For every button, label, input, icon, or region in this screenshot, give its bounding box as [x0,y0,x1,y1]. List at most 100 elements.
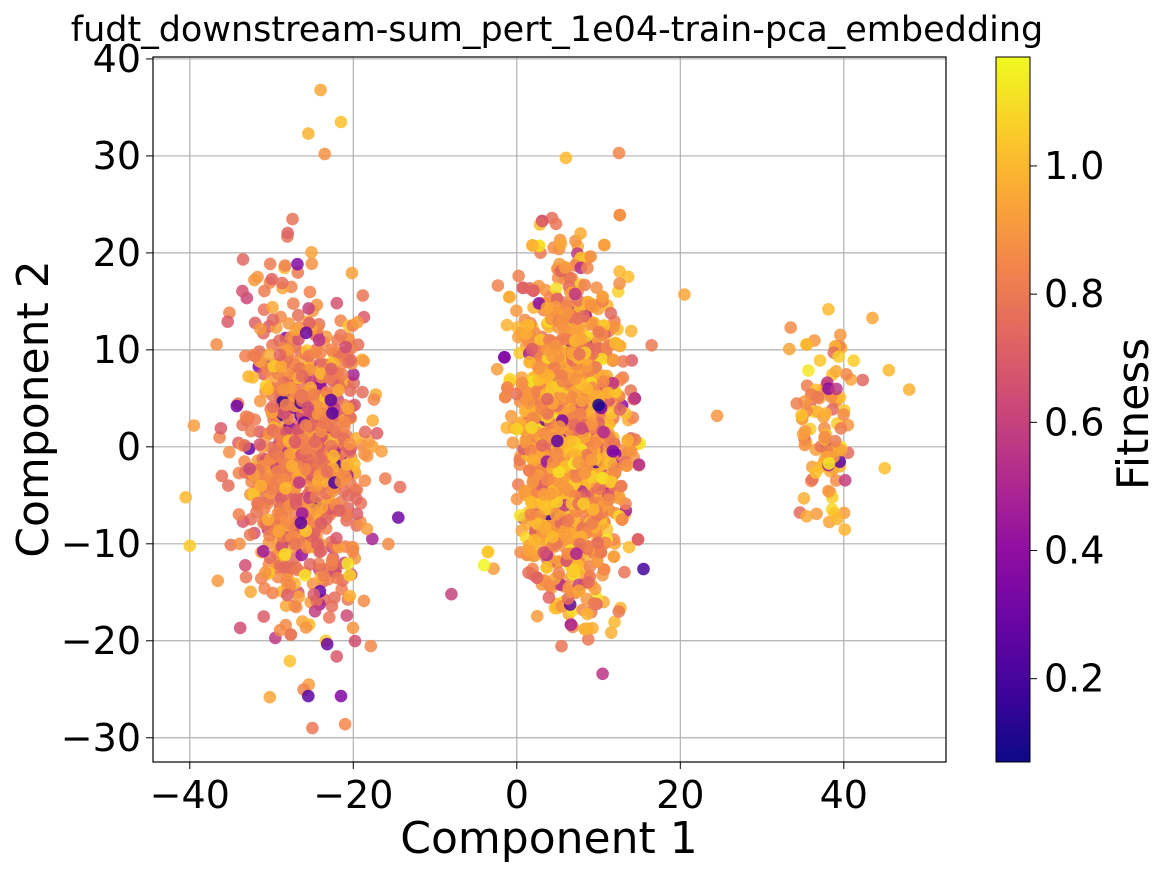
scatter-point [283,578,297,592]
scatter-point [282,317,296,330]
scatter-point [243,528,257,542]
scatter-point [328,591,341,604]
scatter-point [358,425,372,439]
scatter-point [346,621,360,635]
scatter-point [342,402,355,415]
scatter-point [246,371,260,384]
scatter-point [631,533,645,546]
scatter-point [266,400,280,414]
scatter-point [281,226,295,240]
scatter-point [645,339,658,352]
scatter-point [265,272,279,286]
scatter-point [570,547,583,560]
scatter-point [678,288,691,301]
colorbar-tick-label: 0.2 [1044,657,1104,701]
scatter-point [604,626,618,639]
colorbar-tick-label: 0.8 [1044,272,1104,316]
scatter-point [294,516,308,530]
scatter-point [538,521,551,535]
scatter-point [573,537,586,551]
scatter-point [878,461,891,475]
scatter-point [573,348,586,361]
scatter-point [344,353,358,367]
scatter-point [584,250,597,263]
scatter-point [620,459,634,473]
scatter-point [295,390,309,404]
scatter-point [350,507,364,521]
scatter-point [530,571,544,585]
scatter-point [292,476,306,489]
scatter-point [370,427,384,440]
scatter-point [320,465,334,479]
scatter-point [575,394,589,408]
scatter-point [829,434,842,448]
scatter-point [522,396,536,410]
scatter-point [798,425,812,438]
scatter-point [585,517,599,530]
y-tick-label: 10 [93,328,141,372]
scatter-point [516,281,530,295]
scatter-point [285,459,299,473]
scatter-point [535,439,549,452]
scatter-point [543,579,557,592]
colorbar-ticks: 0.2 0.4 0.6 0.8 1.0 [1030,144,1104,701]
colorbar-tick-label: 0.6 [1044,400,1104,444]
scatter-point [598,238,611,252]
scatter-point [542,591,556,604]
scatter-point [325,439,338,453]
scatter-point [588,436,602,450]
scatter-point [822,484,835,498]
scatter-point [607,550,621,563]
scatter-point [577,497,590,511]
scatter-point [614,479,628,493]
scatter-point [334,328,348,342]
scatter-point [607,320,620,334]
scatter-point [292,308,305,322]
scatter-point [272,450,286,464]
scatter-point [597,425,610,439]
scatter-point [632,458,646,472]
scatter-point [289,537,302,551]
scatter-point [522,464,536,477]
y-tick-label: 0 [117,425,141,469]
scatter-point [356,385,369,399]
x-tick-label: 0 [505,773,529,817]
scatter-point [567,563,581,577]
scatter-point [597,375,610,389]
scatter-point [596,290,609,304]
scatter-point [710,409,724,423]
scatter-point [183,539,197,552]
scatter-point [609,462,623,475]
scatter-point [230,399,244,413]
y-tick-label: 40 [93,37,141,81]
scatter-point [613,277,626,290]
scatter-point [303,285,317,299]
scatter-point [331,571,344,585]
scatter-point [866,311,879,325]
scatter-point [602,493,615,507]
scatter-point [313,545,326,559]
colorbar-tick-label: 0.4 [1044,529,1104,573]
scatter-point [259,566,272,579]
scatter-point [239,349,252,363]
scatter-point [498,351,511,364]
x-tick-label: 20 [656,773,704,817]
scatter-point [592,398,605,412]
scatter-point [334,689,348,703]
scatter-point [524,444,537,457]
scatter-point [847,354,860,368]
scatter-point [490,362,504,376]
scatter-point [301,453,315,466]
scatter-point [585,453,598,467]
scatter-point [834,328,847,342]
scatter-point [298,463,312,476]
scatter-point [551,446,564,459]
scatter-point [510,304,523,318]
scatter-point [856,373,869,387]
scatter-point [343,568,357,582]
scatter-point [525,421,539,434]
scatter-point [236,253,250,266]
scatter-point [613,265,626,278]
scatter-point [637,562,650,576]
scatter-point [382,537,395,551]
